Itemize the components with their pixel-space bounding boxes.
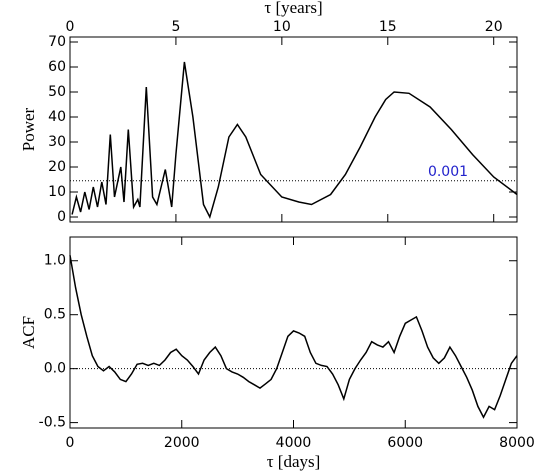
x-axis-title: τ [days]: [267, 452, 321, 471]
y-tick-label: 0.5: [44, 307, 66, 323]
y-tick-label: 30: [48, 134, 66, 150]
y-tick-label: 1.0: [44, 253, 66, 269]
y-tick-label: 50: [48, 84, 66, 100]
x-axis-title: τ [years]: [264, 0, 322, 17]
plot-frame: [69, 36, 518, 223]
x-tick-label: 4000: [276, 435, 312, 451]
y-tick-label: 0: [57, 209, 66, 225]
y-axis-title: ACF: [19, 316, 38, 349]
x-tick-label: 15: [379, 19, 397, 35]
threshold-label: 0.001: [428, 164, 468, 180]
y-tick-label: 60: [48, 59, 66, 75]
x-tick-label: 8000: [499, 435, 535, 451]
x-tick-label: 0: [66, 435, 75, 451]
plot-frame: [69, 236, 518, 429]
x-tick-label: 0: [66, 19, 75, 35]
x-tick-label: 2000: [164, 435, 200, 451]
x-tick-label: 5: [171, 19, 180, 35]
y-tick-label: 20: [48, 159, 66, 175]
y-tick-label: 40: [48, 109, 66, 125]
y-tick-label: -0.5: [39, 415, 66, 431]
data-line: [69, 255, 518, 419]
x-tick-label: 10: [273, 19, 291, 35]
data-line: [71, 61, 518, 220]
x-tick-label: 20: [485, 19, 503, 35]
x-tick-label: 6000: [387, 435, 423, 451]
y-tick-label: 0.0: [44, 361, 66, 377]
y-tick-label: 70: [48, 34, 66, 50]
y-tick-label: 10: [48, 184, 66, 200]
y-axis-title: Power: [19, 107, 38, 151]
